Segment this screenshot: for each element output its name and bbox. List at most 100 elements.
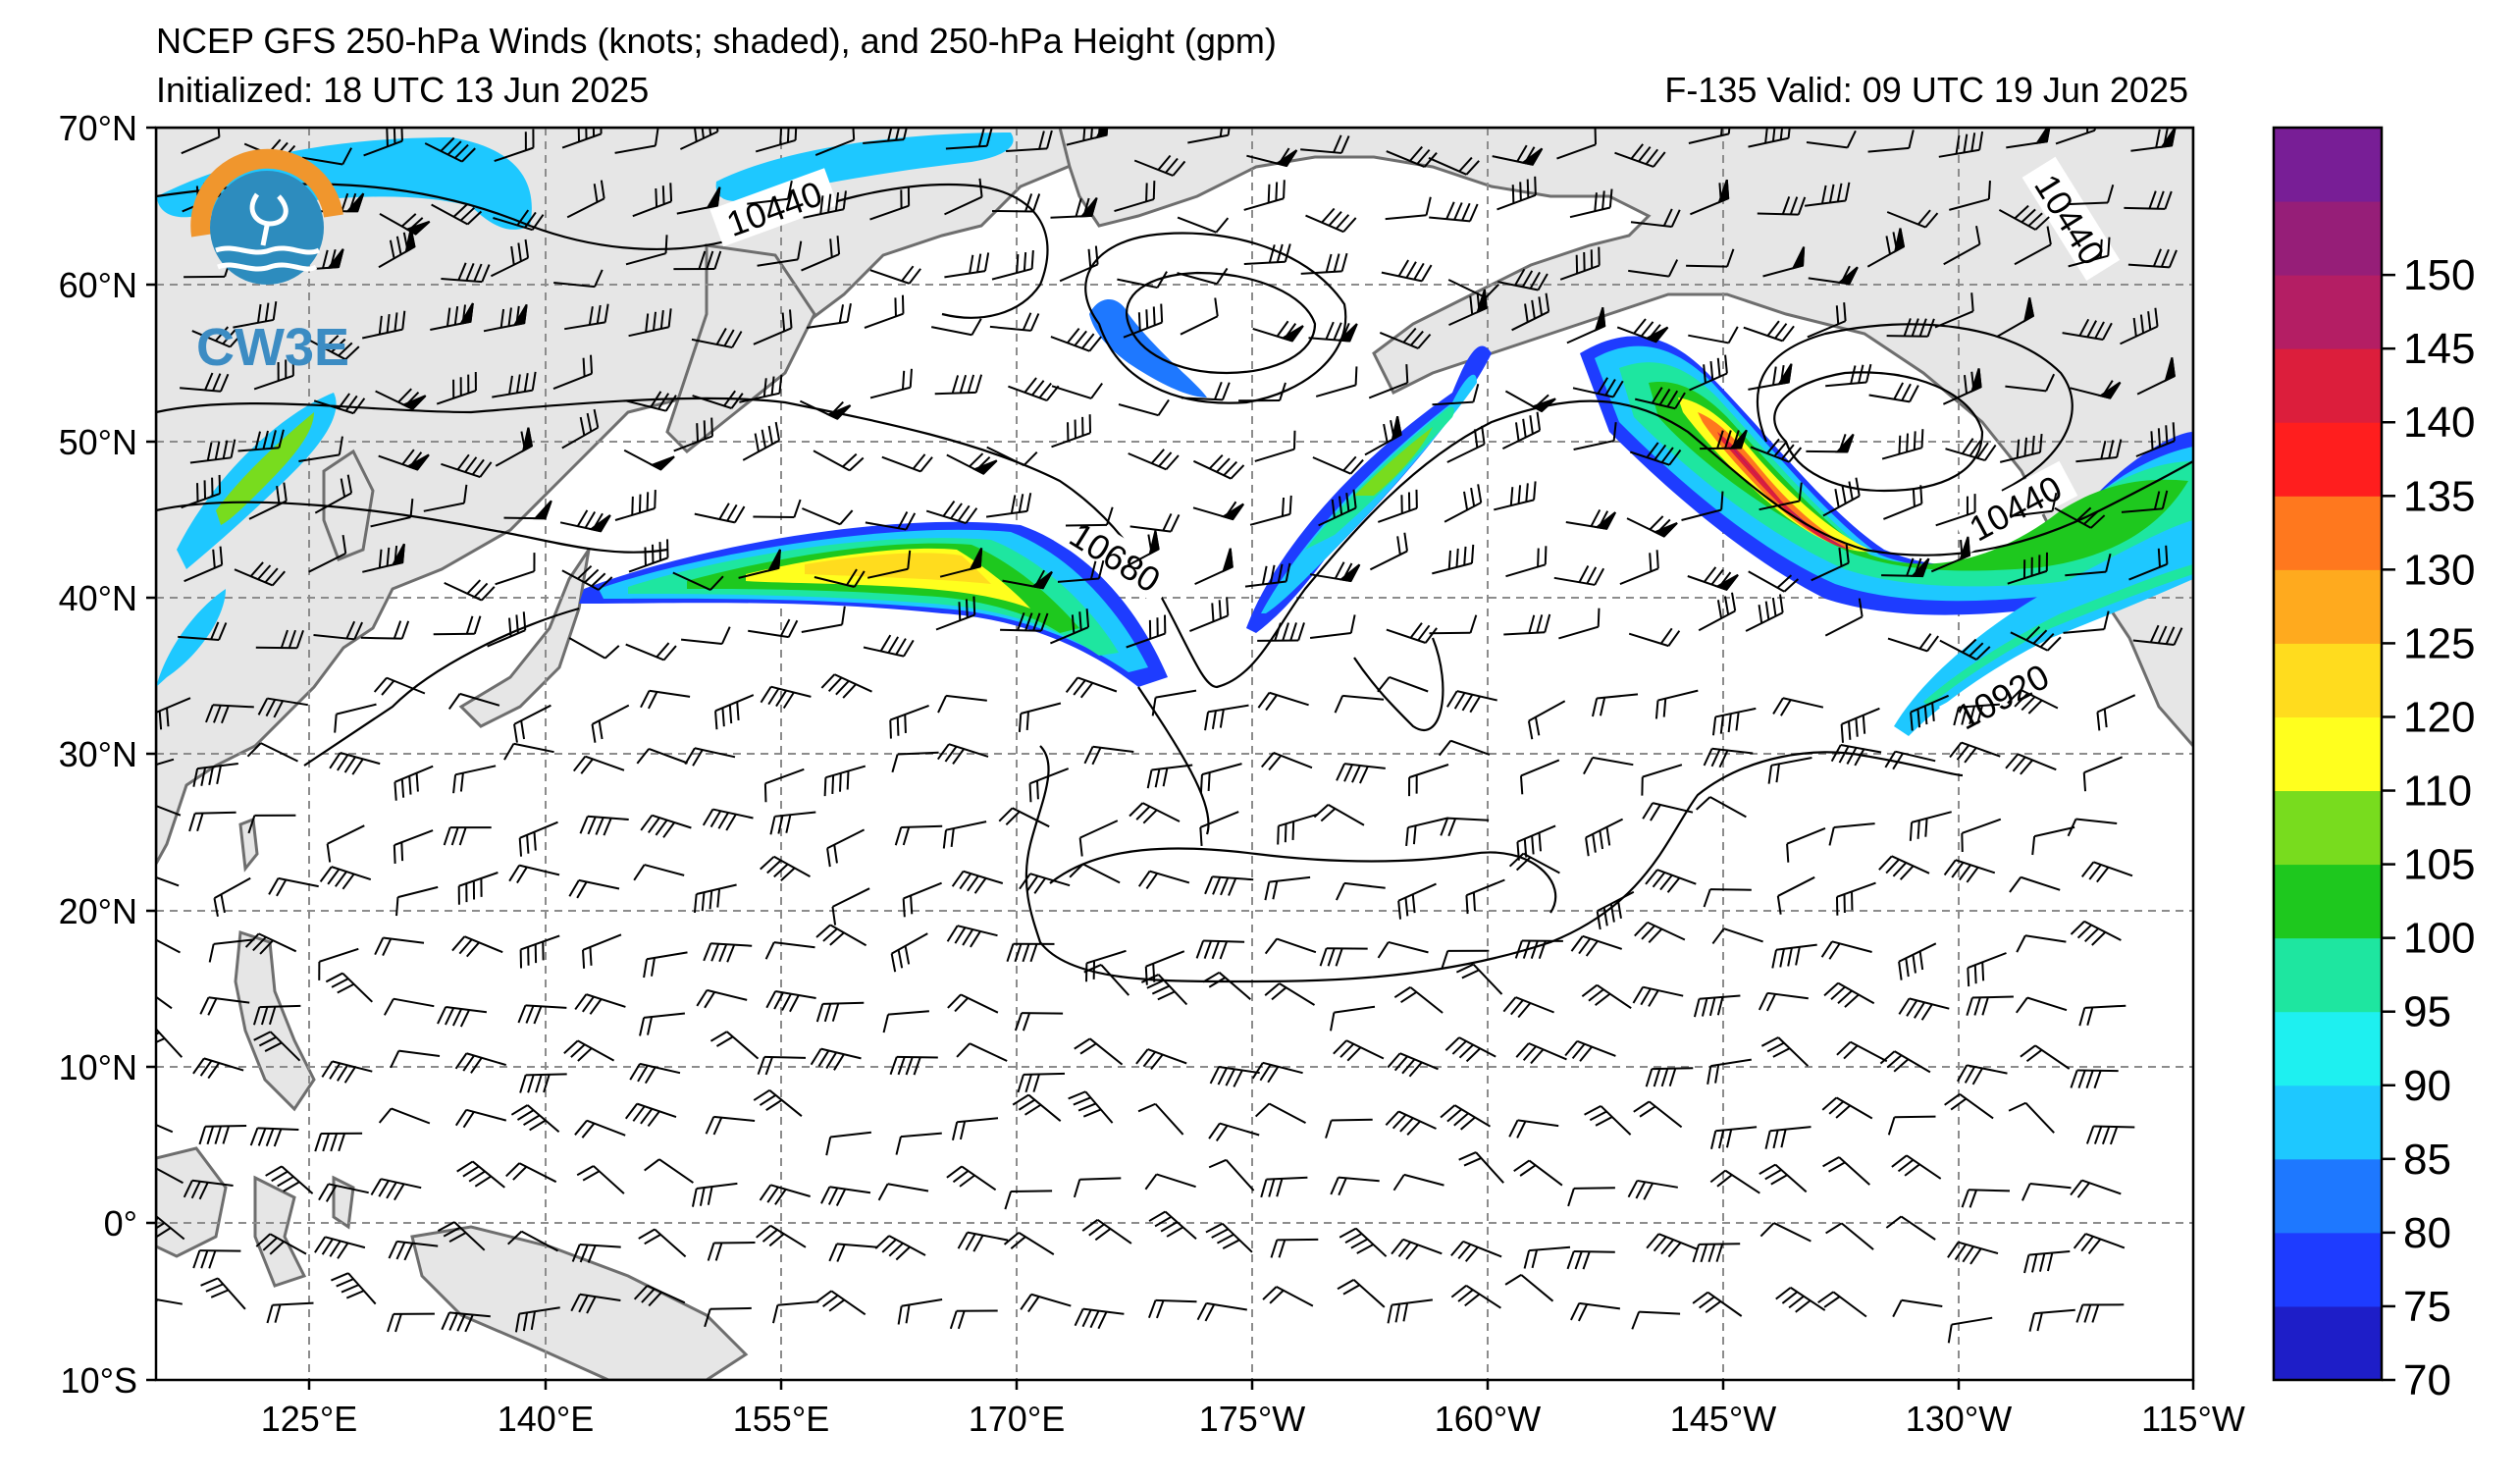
land-masses — [156, 128, 2193, 1380]
wind-barb — [178, 621, 228, 641]
wind-barb — [493, 209, 545, 232]
jet-streak-west-coast — [1894, 520, 2193, 736]
wind-barb — [2096, 694, 2136, 731]
wind-barb — [566, 180, 605, 219]
wind-barb — [360, 620, 410, 640]
wind-barb — [361, 310, 406, 340]
wind-barb — [1318, 489, 1357, 527]
wind-barb — [237, 429, 285, 452]
wind-barb — [937, 694, 987, 714]
wind-barb — [628, 539, 669, 573]
wind-barb — [1428, 156, 1480, 176]
wind-barb — [1133, 154, 1186, 177]
contour-10440-east — [1756, 323, 2074, 492]
wind-barb — [1309, 561, 1361, 583]
wind-barb — [1114, 181, 1156, 213]
wind-barb — [1614, 143, 1666, 168]
height-contours — [156, 183, 2193, 983]
wind-barb — [362, 543, 405, 573]
wind-barb — [1051, 382, 1104, 399]
wind-barb — [1700, 429, 1748, 450]
wind-barb — [1146, 764, 1193, 789]
wind-barb — [1126, 614, 1167, 649]
wind-barb — [1804, 182, 1851, 207]
wind-barb — [1626, 515, 1678, 538]
chart-title: NCEP GFS 250-hPa Winds (knots; shaded), … — [156, 21, 1277, 61]
wind-barb — [436, 372, 477, 405]
wind-barb — [1505, 546, 1548, 578]
wind-barb — [1572, 377, 1624, 398]
wind-barb — [692, 390, 744, 409]
wind-barb — [591, 704, 630, 743]
wind-barb — [1249, 495, 1292, 526]
wind-barb — [2062, 318, 2113, 342]
wind-barb — [189, 439, 236, 464]
wind-barb — [934, 374, 983, 396]
wind-barb — [632, 183, 673, 218]
wind-barb — [513, 704, 551, 743]
wind-barb — [1377, 489, 1418, 523]
wind-barb — [1748, 570, 1800, 593]
wind-barb — [433, 615, 482, 636]
wind-barb — [1806, 433, 1855, 453]
wind-barb — [2014, 226, 2052, 266]
wind-barb — [864, 294, 905, 329]
wind-barb — [1553, 565, 1605, 586]
wind-barb — [1822, 477, 1861, 517]
wind-barb — [753, 499, 802, 519]
wind-barb — [156, 697, 191, 730]
wind-barb — [2063, 610, 2110, 634]
wind-barb — [1503, 613, 1551, 636]
wind-barb — [1243, 243, 1291, 265]
wind-barb — [738, 549, 781, 579]
land-new-guinea — [410, 1225, 749, 1380]
wind-barb — [1199, 763, 1242, 794]
wind-barb — [233, 301, 278, 329]
wind-barb — [1886, 209, 1939, 229]
wind-barb — [2065, 553, 2112, 577]
wind-barb — [1630, 208, 1681, 229]
wind-barb — [680, 626, 731, 645]
wind-barb — [495, 553, 536, 586]
wind-barb — [823, 765, 866, 797]
wind-barb — [308, 335, 360, 361]
wind-barb — [1998, 204, 2050, 231]
land-philippines — [234, 929, 316, 1112]
wind-barb — [1368, 364, 1409, 399]
wind-barb — [205, 704, 254, 724]
wind-barb — [1128, 449, 1180, 471]
wind-barb — [989, 312, 1040, 332]
colorbar-tick-label: 150 — [2403, 251, 2475, 299]
wind-barb — [1446, 425, 1486, 463]
wind-barb — [1688, 128, 1732, 144]
wind-barb — [863, 128, 910, 144]
colorbar-tick-label: 135 — [2403, 472, 2475, 520]
wind-barb — [255, 629, 304, 650]
wind-barb — [1748, 363, 1793, 391]
wind-barb — [1117, 271, 1168, 290]
colorbar-cell — [2274, 348, 2382, 423]
wind-barb — [1246, 147, 1298, 168]
wind-barb — [1881, 429, 1924, 460]
wind-barb — [2005, 373, 2056, 393]
colorbar-tick-label: 100 — [2403, 915, 2475, 963]
wind-barb — [1641, 764, 1683, 796]
wind-barb — [495, 427, 534, 467]
wind-barb — [370, 499, 414, 528]
wind-barb — [2075, 439, 2123, 463]
wind-barb — [763, 768, 805, 803]
wind-barb — [378, 449, 430, 471]
wind-barb — [625, 235, 668, 266]
wind-barb — [1703, 747, 1754, 768]
wind-barb — [614, 490, 656, 521]
wind-barb — [1999, 433, 2043, 463]
wind-barb — [1935, 494, 1976, 527]
colorbar-cell — [2274, 864, 2382, 939]
wind-barb — [314, 474, 353, 514]
wind-barb — [1711, 707, 1757, 736]
wind-barb — [1192, 454, 1245, 480]
wind-barb — [490, 238, 530, 278]
wind-barb — [192, 763, 238, 787]
colorbar-cell — [2274, 1158, 2382, 1234]
wind-barb — [1930, 536, 1971, 573]
